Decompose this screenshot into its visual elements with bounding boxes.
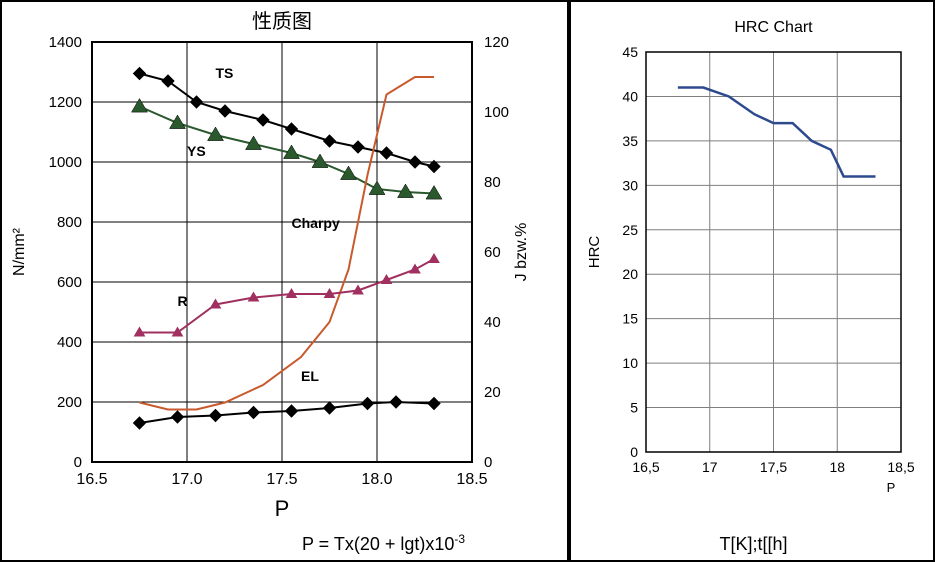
x-tick-label: 17 [702,459,718,475]
left-chart-svg: 性质图16.517.017.518.018.502004006008001000… [2,2,567,560]
y2-axis-label: J bzw.% [513,223,530,282]
left-chart-title: 性质图 [252,10,312,33]
right-chart-panel: HRC Chart 16,5 17 17,5 18 18,5 0 5 10 15 20 25 30 35 4… [571,2,935,560]
x-axis-label: P [887,480,896,495]
x-tick-label: 18.5 [456,471,487,488]
x-tick-label: 18.0 [361,471,392,488]
bottom-text: T[K];t[[h] [719,534,787,554]
y2-tick-label: 120 [484,34,509,51]
x-tick-label: 17,5 [760,459,787,475]
y1-axis-label: N/mm² [11,227,28,276]
y1-tick-label: 1000 [49,154,82,171]
y-tick-label: 10 [622,355,638,371]
y2-tick-label: 20 [484,384,501,401]
y-tick-label: 20 [622,266,638,282]
y-tick-label: 25 [622,222,638,238]
y-tick-label: 5 [630,400,638,416]
x-tick-label: 18,5 [887,459,914,475]
right-chart-svg: HRC Chart 16,5 17 17,5 18 18,5 0 5 10 15 20 25 30 35 4… [571,2,935,560]
y1-tick-label: 0 [74,454,82,471]
y1-tick-label: 200 [57,394,82,411]
y-tick-label: 35 [622,133,638,149]
y1-tick-label: 1400 [49,34,82,51]
y2-tick-label: 80 [484,174,501,191]
series-label-EL: EL [301,368,319,384]
series-label-Charpy: Charpy [292,215,340,231]
y-tick-label: 45 [622,44,638,60]
y1-tick-label: 600 [57,274,82,291]
x-tick-label: 17.0 [171,471,202,488]
y-tick-label: 30 [622,177,638,193]
x-tick-label: 17.5 [266,471,297,488]
y1-tick-label: 400 [57,334,82,351]
x-axis-label: P [275,496,290,521]
y2-tick-label: 100 [484,104,509,121]
x-tick-label: 18 [829,459,845,475]
y-tick-label: 40 [622,88,638,104]
series-label-TS: TS [216,65,234,81]
formula-text: P = Tx(20 + lgt)x10-3 [302,532,465,554]
y-tick-label: 0 [630,444,638,460]
y2-tick-label: 40 [484,314,501,331]
y1-tick-label: 800 [57,214,82,231]
x-tick-label: 16.5 [76,471,107,488]
y-tick-label: 15 [622,311,638,327]
y-axis-label: HRC [586,236,603,269]
chart-container: 性质图16.517.017.518.018.502004006008001000… [0,0,935,562]
x-tick-label: 16,5 [632,459,659,475]
series-label-YS: YS [187,143,206,159]
y2-tick-label: 60 [484,244,501,261]
series-label-R: R [178,293,188,309]
right-chart-title: HRC Chart [734,19,813,36]
y2-tick-label: 0 [484,454,492,471]
left-chart-panel: 性质图16.517.017.518.018.502004006008001000… [2,2,571,560]
y1-tick-label: 1200 [49,94,82,111]
